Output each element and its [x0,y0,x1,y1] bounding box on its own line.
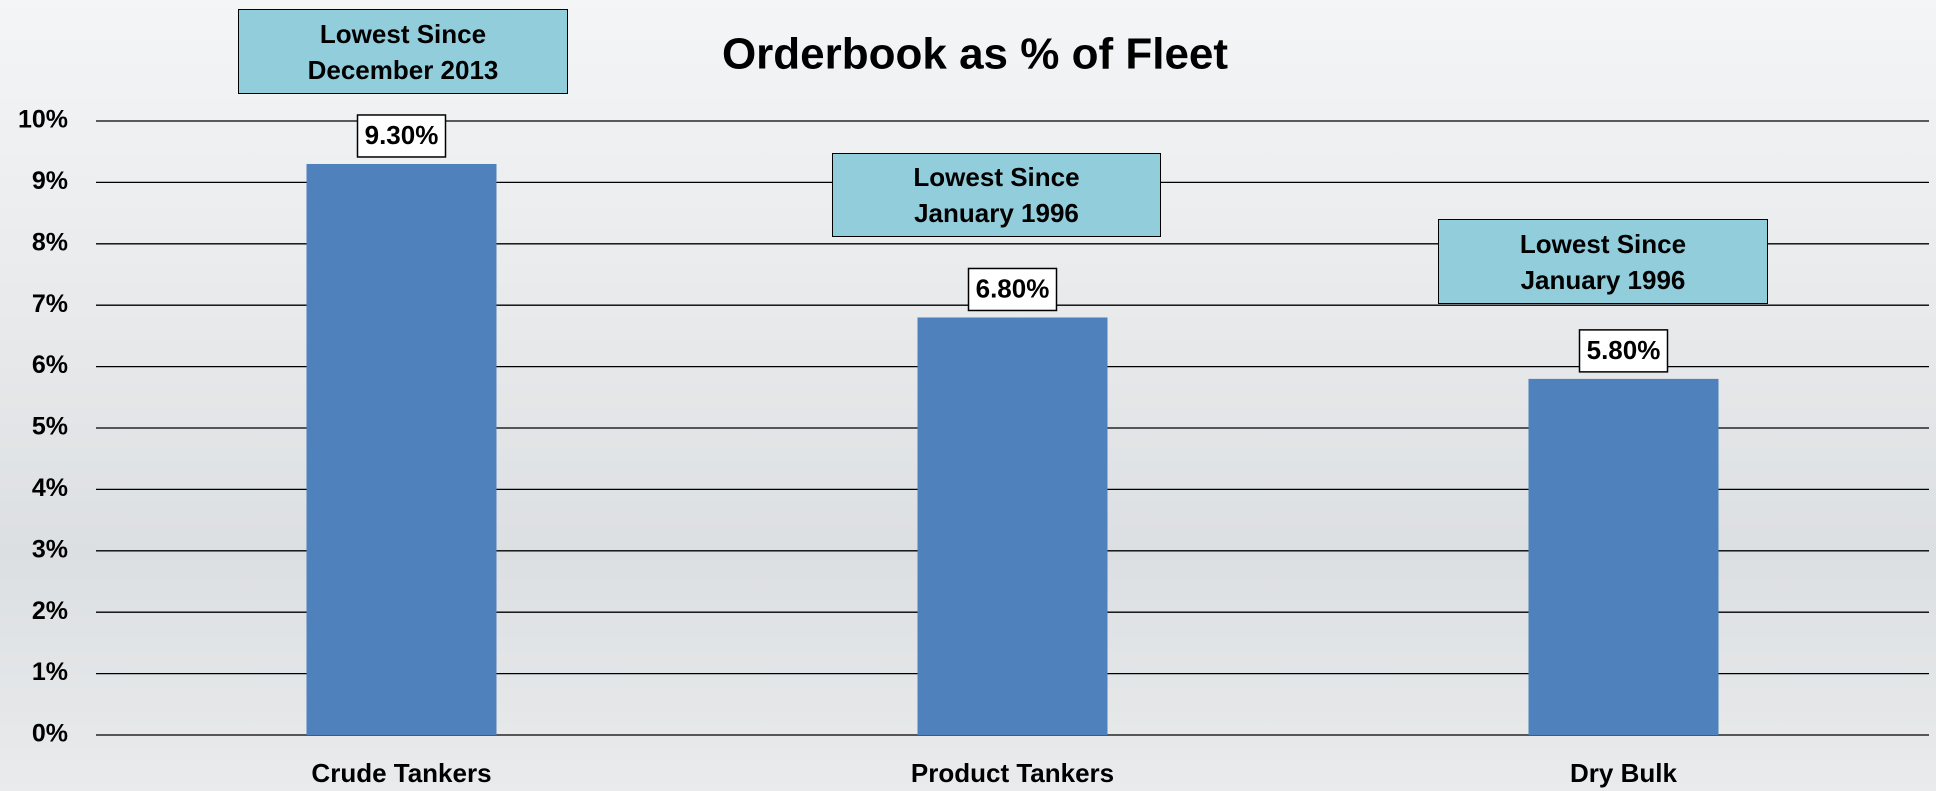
data-label: 5.80% [1587,335,1661,365]
y-tick-label: 10% [18,106,68,134]
y-tick-label: 4% [32,474,68,502]
data-label-box [356,114,447,158]
data-label-box [967,267,1058,312]
y-tick-label: 9% [32,167,68,195]
y-tick-label: 8% [32,228,68,256]
data-label: 6.80% [976,273,1050,303]
y-tick-label: 1% [32,658,68,686]
bar [1528,378,1719,735]
bar [306,163,497,736]
y-tick-label: 0% [32,720,68,748]
x-tick-label: Crude Tankers [311,758,491,788]
x-tick-label: Dry Bulk [1570,758,1677,788]
annotation: Lowest Since January 1996 [1438,219,1768,304]
y-tick-label: 5% [32,413,68,441]
y-tick-label: 3% [32,535,68,563]
data-label-box [1578,329,1669,373]
y-tick-label: 6% [32,351,68,379]
chart-title: Orderbook as % of Fleet [722,30,1228,79]
annotation: Lowest Since January 1996 [832,153,1161,237]
y-tick-label: 7% [32,290,68,318]
bar [917,317,1108,735]
y-tick-label: 2% [32,597,68,625]
annotation: Lowest Since December 2013 [238,9,568,94]
x-tick-label: Product Tankers [911,758,1114,788]
data-label: 9.30% [365,120,439,150]
